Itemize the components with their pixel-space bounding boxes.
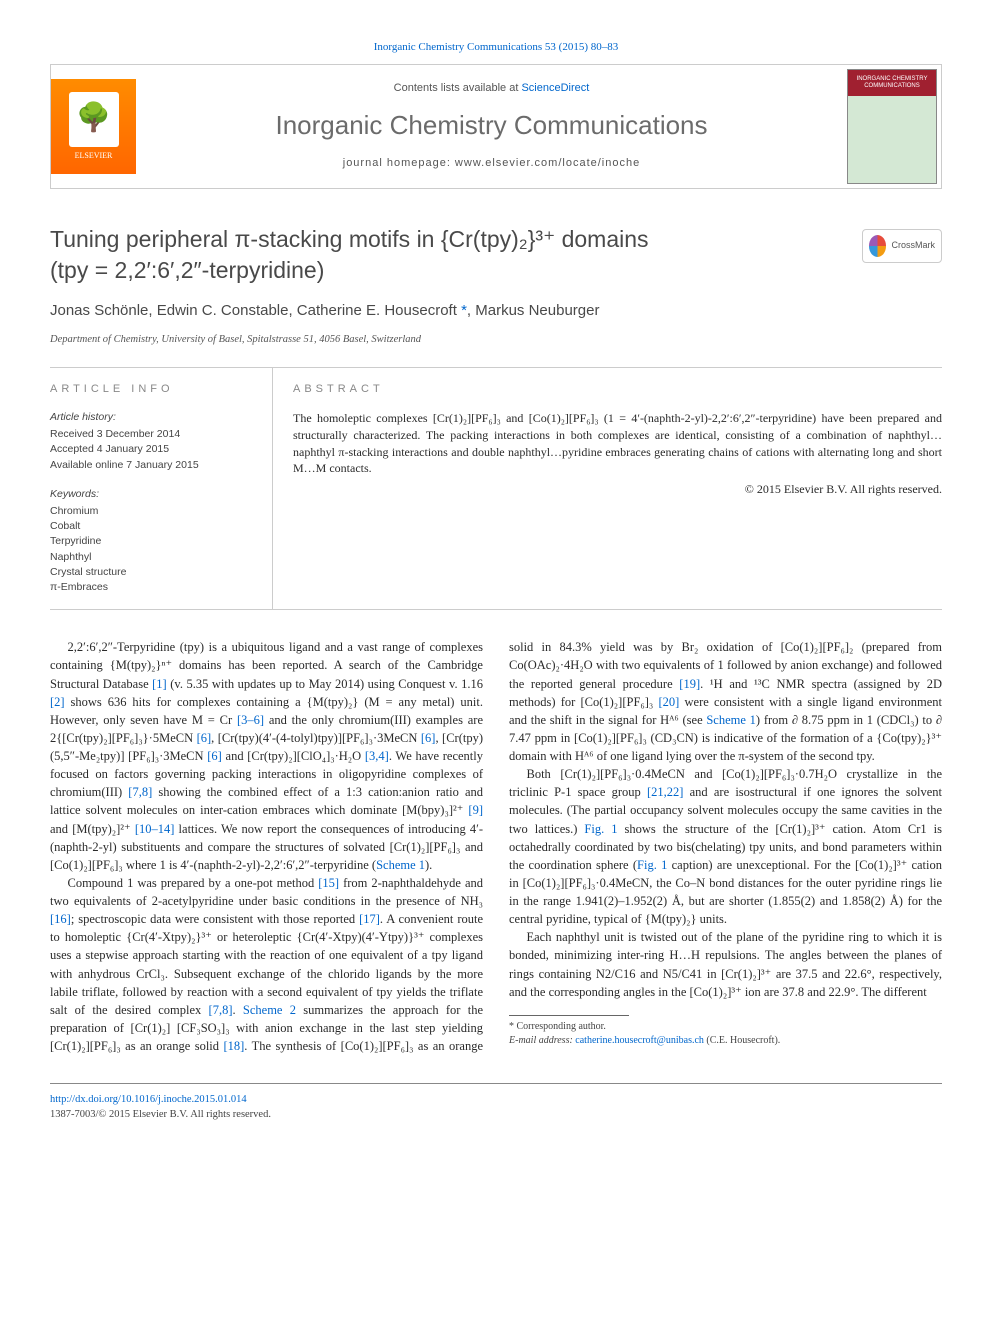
title-line-2: (tpy = 2,2′:6′,2″-terpyridine) (50, 257, 324, 283)
article-body: 2,2′:6′,2″-Terpyridine (tpy) is a ubiqui… (50, 638, 942, 1055)
cite-link[interactable]: [7,8] (128, 785, 152, 799)
cite-link[interactable]: [6] (207, 749, 222, 763)
sciencedirect-link[interactable]: ScienceDirect (521, 82, 589, 94)
cite-link[interactable]: [3,4] (365, 749, 389, 763)
title-line-1: Tuning peripheral π-stacking motifs in {… (50, 226, 649, 252)
keyword: Cobalt (50, 519, 258, 534)
email-label: E-mail address: (509, 1035, 575, 1046)
cite-link[interactable]: [16] (50, 912, 71, 926)
abstract-copyright: © 2015 Elsevier B.V. All rights reserved… (293, 481, 942, 498)
cite-link[interactable]: [20] (658, 695, 679, 709)
history-heading: Article history: (50, 410, 258, 425)
cite-link[interactable]: [3–6] (237, 713, 264, 727)
cite-link[interactable]: [1] (152, 677, 167, 691)
keyword: Crystal structure (50, 565, 258, 580)
article-info-panel: ARTICLE INFO Article history: Received 3… (50, 368, 273, 609)
journal-name: Inorganic Chemistry Communications (156, 107, 827, 145)
elsevier-label: ELSEVIER (75, 150, 113, 162)
history-accepted: Accepted 4 January 2015 (50, 442, 258, 457)
journal-cover-thumbnail[interactable]: INORGANIC CHEMISTRY COMMUNICATIONS (847, 69, 937, 184)
corresp-name: (C.E. Housecroft). (704, 1035, 780, 1046)
sciencedirect-line: Contents lists available at ScienceDirec… (156, 81, 827, 97)
cite-link[interactable]: [6] (421, 731, 436, 745)
abstract-text: The homoleptic complexes [Cr(1)₂][PF₆]₃ … (293, 410, 942, 477)
journal-cover-title: INORGANIC CHEMISTRY COMMUNICATIONS (848, 70, 936, 96)
cite-link[interactable]: [10–14] (135, 822, 175, 836)
keyword: Terpyridine (50, 534, 258, 549)
keyword: Chromium (50, 504, 258, 519)
elsevier-logo[interactable]: ELSEVIER (51, 79, 136, 174)
affiliation: Department of Chemistry, University of B… (50, 332, 942, 347)
authors-main: Jonas Schönle, Edwin C. Constable, Cathe… (50, 302, 461, 319)
cite-link[interactable]: [9] (468, 803, 483, 817)
elsevier-tree-icon (69, 92, 119, 147)
figure-link[interactable]: Fig. 1 (637, 858, 667, 872)
crossmark-label: CrossMark (891, 239, 935, 252)
crossmark-badge[interactable]: CrossMark (862, 229, 942, 263)
doi-link[interactable]: http://dx.doi.org/10.1016/j.inoche.2015.… (50, 1094, 247, 1105)
scheme-link[interactable]: Scheme 2 (243, 1003, 296, 1017)
scidirect-prefix: Contents lists available at (394, 82, 522, 94)
paragraph-4: Both [Cr(1)₂][PF₆]₃·0.4MeCN and [Co(1)₂]… (509, 765, 942, 928)
article-info-heading: ARTICLE INFO (50, 382, 258, 398)
article-title: Tuning peripheral π-stacking motifs in {… (50, 224, 942, 286)
abstract-panel: ABSTRACT The homoleptic complexes [Cr(1)… (273, 368, 942, 609)
cite-link[interactable]: [6] (197, 731, 212, 745)
keyword: Naphthyl (50, 550, 258, 565)
page-footer: http://dx.doi.org/10.1016/j.inoche.2015.… (50, 1083, 942, 1122)
paragraph-1: 2,2′:6′,2″-Terpyridine (tpy) is a ubiqui… (50, 638, 483, 874)
cite-link[interactable]: [18] (223, 1039, 244, 1053)
cite-link[interactable]: [7,8] (209, 1003, 233, 1017)
cite-link[interactable]: [19] (679, 677, 700, 691)
header-center: Contents lists available at ScienceDirec… (136, 71, 847, 183)
abstract-heading: ABSTRACT (293, 382, 942, 398)
history-online: Available online 7 January 2015 (50, 458, 258, 473)
paragraph-5: Each naphthyl unit is twisted out of the… (509, 928, 942, 1001)
journal-homepage: journal homepage: www.elsevier.com/locat… (156, 156, 827, 172)
cite-link[interactable]: [21,22] (647, 785, 683, 799)
journal-citation-header[interactable]: Inorganic Chemistry Communications 53 (2… (50, 40, 942, 56)
authors-tail: , Markus Neuburger (467, 302, 600, 319)
keyword: π-Embraces (50, 580, 258, 595)
figure-link[interactable]: Fig. 1 (584, 822, 617, 836)
cite-link[interactable]: [15] (318, 876, 339, 890)
crossmark-icon (869, 235, 886, 257)
keywords-heading: Keywords: (50, 487, 258, 502)
corresp-label: * Corresponding author. (509, 1020, 942, 1035)
history-received: Received 3 December 2014 (50, 427, 258, 442)
scheme-link[interactable]: Scheme 1 (706, 713, 756, 727)
journal-header-box: ELSEVIER Contents lists available at Sci… (50, 64, 942, 189)
article-info-abstract-row: ARTICLE INFO Article history: Received 3… (50, 367, 942, 610)
corresponding-author-footnote: * Corresponding author. E-mail address: … (509, 1015, 942, 1049)
cite-link[interactable]: [17] (359, 912, 380, 926)
corresp-email-link[interactable]: catherine.housecroft@unibas.ch (575, 1035, 704, 1046)
scheme-link[interactable]: Scheme 1 (376, 858, 425, 872)
issn-copyright: 1387-7003/© 2015 Elsevier B.V. All right… (50, 1109, 271, 1120)
cite-link[interactable]: [2] (50, 695, 65, 709)
authors-list: Jonas Schönle, Edwin C. Constable, Cathe… (50, 300, 942, 322)
